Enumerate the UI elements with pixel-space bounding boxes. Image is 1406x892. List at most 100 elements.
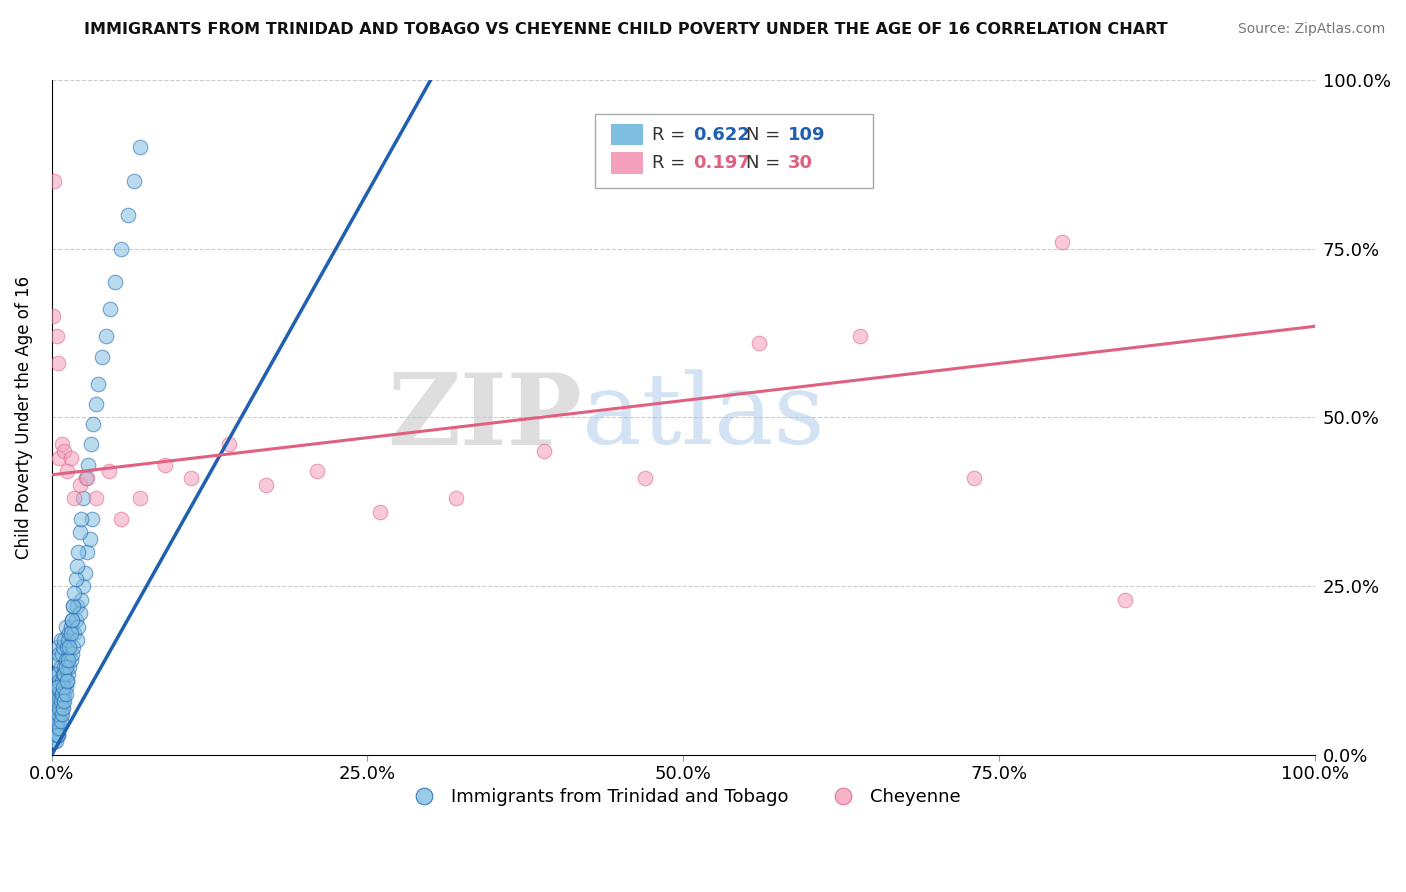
Point	[53, 667, 76, 681]
Point	[44, 714, 66, 728]
Point	[963, 471, 986, 485]
Point	[66, 558, 89, 573]
Point	[52, 667, 75, 681]
Text: 0.622: 0.622	[693, 126, 751, 144]
Point	[45, 700, 67, 714]
Point	[849, 329, 872, 343]
Point	[1050, 235, 1073, 249]
Point	[75, 471, 97, 485]
Bar	[612, 124, 643, 145]
Point	[59, 653, 82, 667]
Point	[52, 681, 75, 695]
Point	[117, 208, 139, 222]
Point	[55, 687, 77, 701]
Text: ZIP: ZIP	[387, 369, 582, 466]
Point	[46, 728, 69, 742]
Point	[56, 640, 79, 654]
Point	[65, 573, 87, 587]
Point	[45, 728, 67, 742]
Point	[66, 599, 89, 614]
Point	[180, 471, 202, 485]
Point	[45, 329, 67, 343]
Point	[45, 667, 67, 681]
Point	[45, 721, 67, 735]
Point	[72, 579, 94, 593]
Point	[155, 458, 177, 472]
Point	[104, 276, 127, 290]
Point	[62, 640, 84, 654]
Point	[58, 640, 80, 654]
Point	[45, 700, 67, 714]
Point	[110, 242, 132, 256]
Point	[49, 694, 72, 708]
Point	[51, 687, 73, 701]
Point	[91, 350, 114, 364]
Point	[46, 667, 69, 681]
Point	[59, 450, 82, 465]
Point	[46, 640, 69, 654]
Point	[44, 734, 66, 748]
Point	[52, 640, 75, 654]
Point	[98, 302, 121, 317]
Point	[53, 444, 76, 458]
Text: atlas: atlas	[582, 369, 825, 466]
Point	[56, 667, 79, 681]
Point	[97, 465, 120, 479]
Point	[46, 681, 69, 695]
Point	[51, 673, 73, 688]
Point	[82, 417, 104, 432]
Point	[63, 491, 86, 506]
FancyBboxPatch shape	[595, 113, 873, 188]
Point	[69, 592, 91, 607]
Point	[94, 329, 117, 343]
Point	[48, 700, 70, 714]
Text: R =: R =	[651, 154, 690, 172]
Point	[87, 376, 110, 391]
Text: Source: ZipAtlas.com: Source: ZipAtlas.com	[1237, 22, 1385, 37]
Point	[69, 525, 91, 540]
Point	[52, 700, 75, 714]
Point	[129, 491, 152, 506]
Point	[63, 626, 86, 640]
Point	[49, 714, 72, 728]
Point	[48, 694, 70, 708]
Point	[634, 471, 657, 485]
Point	[110, 511, 132, 525]
Point	[45, 728, 67, 742]
Point	[77, 458, 100, 472]
Point	[53, 633, 76, 648]
Point	[69, 478, 91, 492]
Point	[49, 660, 72, 674]
Point	[69, 511, 91, 525]
Text: R =: R =	[651, 126, 690, 144]
Point	[45, 721, 67, 735]
Point	[82, 511, 104, 525]
Point	[53, 694, 76, 708]
Point	[48, 647, 70, 661]
Point	[56, 673, 79, 688]
Point	[42, 309, 65, 323]
Point	[56, 673, 79, 688]
Point	[1114, 592, 1136, 607]
Point	[53, 660, 76, 674]
Point	[58, 660, 80, 674]
Point	[46, 707, 69, 722]
Point	[49, 707, 72, 722]
Point	[45, 714, 67, 728]
Point	[67, 545, 90, 559]
Text: N =: N =	[747, 126, 786, 144]
Point	[51, 437, 73, 451]
Point	[48, 450, 70, 465]
Point	[53, 687, 76, 701]
Point	[45, 734, 67, 748]
Point	[748, 336, 770, 351]
Point	[62, 599, 84, 614]
Text: 109: 109	[787, 126, 825, 144]
Point	[69, 606, 91, 620]
Point	[58, 626, 80, 640]
Point	[51, 707, 73, 722]
Point	[45, 687, 67, 701]
Point	[48, 673, 70, 688]
Point	[44, 721, 66, 735]
Point	[84, 491, 107, 506]
